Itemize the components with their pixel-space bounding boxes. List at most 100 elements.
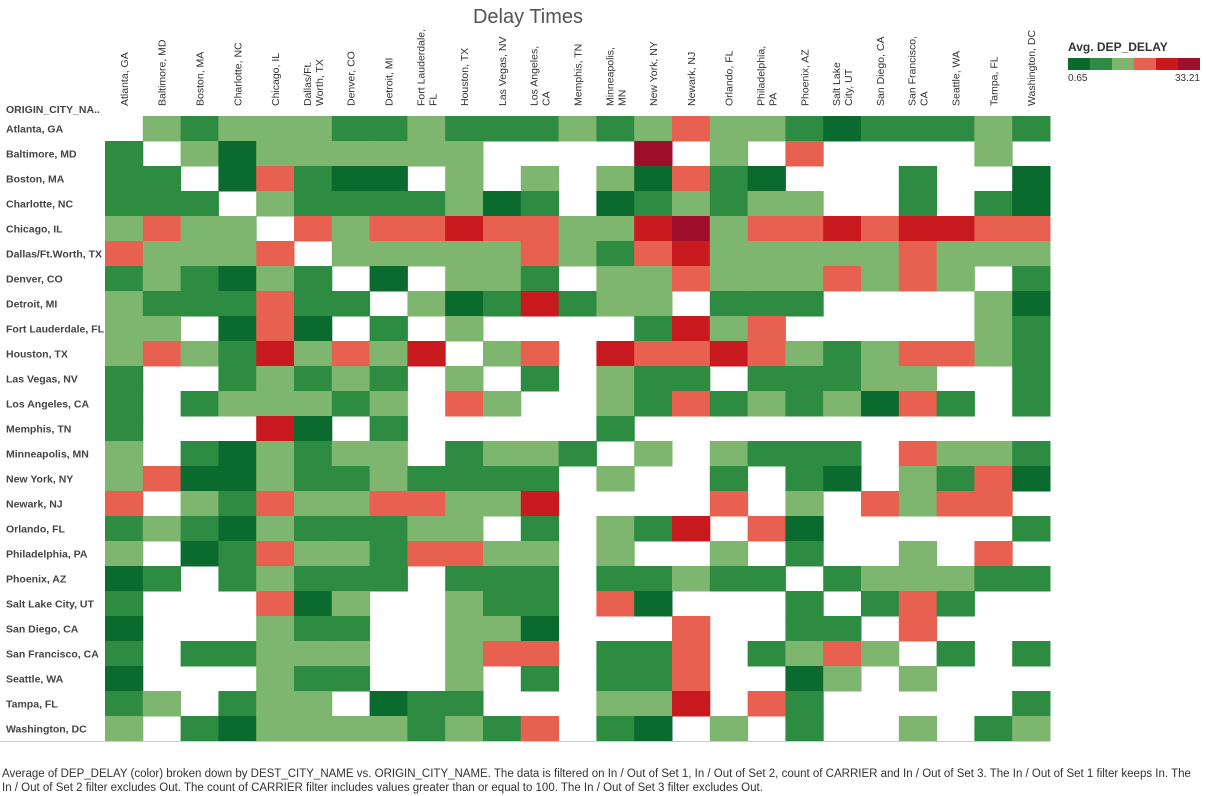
heatmap-cell	[105, 241, 144, 267]
heatmap-cell	[142, 341, 182, 367]
heatmap-cell	[445, 641, 484, 667]
heatmap-cell	[596, 466, 635, 492]
heatmap-cell	[331, 541, 371, 567]
column-label: Washington, DC	[1026, 30, 1038, 106]
row-label: Los Angeles, CA	[6, 399, 89, 411]
heatmap-cell	[936, 341, 975, 367]
heatmap-cell	[1012, 341, 1051, 367]
heatmap-cell	[709, 241, 749, 267]
heatmap-cell	[369, 141, 408, 167]
heatmap-cell	[634, 691, 673, 717]
heatmap-cell	[331, 141, 371, 167]
heatmap-cells	[0, 116, 1051, 742]
heatmap-cell	[445, 166, 484, 192]
column-label: Baltimore, MD	[157, 39, 169, 106]
heatmap-cell	[898, 166, 938, 192]
column-label: Denver, CO	[346, 51, 358, 106]
heatmap-cell	[407, 466, 446, 492]
heatmap-cell	[218, 391, 257, 417]
heatmap-cell	[823, 391, 862, 417]
heatmap-cell	[105, 541, 144, 567]
heatmap-cell	[634, 591, 673, 617]
heatmap-cell	[407, 541, 446, 567]
heatmap-cell	[331, 441, 371, 467]
heatmap-cell	[823, 116, 862, 142]
heatmap-cell	[898, 616, 938, 642]
heatmap-cell	[142, 166, 182, 192]
column-label: Memphis, TN	[573, 44, 585, 106]
heatmap-cell	[445, 316, 484, 342]
heatmap-cell	[709, 166, 749, 192]
heatmap-cell	[331, 641, 371, 667]
heatmap-cell	[747, 291, 786, 317]
column-label: Houston, TX	[459, 48, 471, 106]
heatmap-cell	[105, 166, 144, 192]
heatmap-cell	[747, 266, 786, 292]
heatmap-cell	[218, 266, 257, 292]
heatmap-cell	[105, 641, 144, 667]
heatmap-cell	[407, 241, 446, 267]
row-label: Baltimore, MD	[6, 149, 77, 161]
heatmap-cell	[294, 341, 333, 367]
heatmap-cell	[294, 291, 333, 317]
heatmap-cell	[180, 516, 219, 542]
heatmap-cell	[256, 266, 295, 292]
heatmap-cell	[294, 466, 333, 492]
heatmap-cell	[294, 141, 333, 167]
heatmap-cell	[294, 166, 333, 192]
heatmap-cell	[596, 641, 635, 667]
heatmap-cell	[785, 291, 824, 317]
heatmap-cell	[256, 541, 295, 567]
heatmap-cell	[407, 341, 446, 367]
heatmap-cell	[105, 141, 144, 167]
heatmap-cell	[256, 291, 295, 317]
heatmap-cell	[520, 191, 560, 217]
heatmap-cell	[294, 591, 333, 617]
heatmap-cell	[445, 541, 484, 567]
heatmap-cell	[1012, 641, 1051, 667]
heatmap-cell	[445, 291, 484, 317]
heatmap-cell	[142, 191, 182, 217]
row-label: Philadelphia, PA	[6, 549, 88, 561]
heatmap-cell	[483, 191, 522, 217]
heatmap-cell	[520, 591, 560, 617]
heatmap-cell	[747, 166, 786, 192]
heatmap-cell	[294, 566, 333, 592]
heatmap-cell	[369, 566, 408, 592]
heatmap-cell	[256, 566, 295, 592]
heatmap-cell	[936, 591, 975, 617]
heatmap-cell	[407, 716, 446, 742]
heatmap-cell	[672, 116, 711, 142]
heatmap-cell	[331, 216, 371, 242]
heatmap-cell	[747, 566, 786, 592]
row-label: Las Vegas, NV	[6, 374, 78, 386]
heatmap-cell	[634, 516, 673, 542]
heatmap-cell	[105, 616, 144, 642]
row-label: Dallas/Ft.Worth, TX	[6, 249, 102, 261]
heatmap-cell	[331, 391, 371, 417]
heatmap-cell	[445, 116, 484, 142]
heatmap-cell	[898, 216, 938, 242]
heatmap-cell	[369, 516, 408, 542]
heatmap-cell	[180, 341, 219, 367]
column-label: Orlando, FL	[724, 50, 736, 106]
heatmap-cell	[974, 291, 1013, 317]
heatmap-cell	[596, 366, 635, 392]
row-label: Houston, TX	[6, 349, 68, 361]
heatmap-cell	[294, 266, 333, 292]
heatmap-cell	[1012, 191, 1051, 217]
heatmap-cell	[974, 241, 1013, 267]
heatmap-cell	[936, 116, 975, 142]
heatmap-cell	[483, 216, 522, 242]
heatmap-cell	[596, 516, 635, 542]
heatmap-cell	[596, 266, 635, 292]
heatmap-cell	[520, 491, 560, 517]
heatmap-cell	[218, 216, 257, 242]
heatmap-cell	[898, 341, 938, 367]
heatmap-cell	[331, 466, 371, 492]
heatmap-cell	[520, 666, 560, 692]
column-label: Philadelphia,PA	[756, 46, 780, 106]
heatmap-cell	[218, 691, 257, 717]
heatmap-cell	[861, 366, 900, 392]
heatmap-cell	[483, 616, 522, 642]
